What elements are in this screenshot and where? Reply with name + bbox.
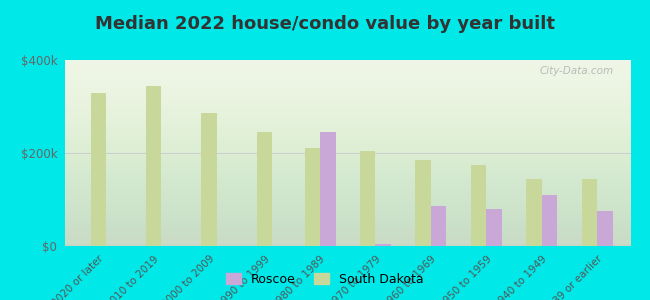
- Bar: [486, 209, 502, 246]
- Bar: [360, 151, 376, 246]
- Bar: [471, 165, 486, 246]
- Bar: [597, 211, 613, 246]
- Bar: [146, 85, 161, 246]
- Text: Median 2022 house/condo value by year built: Median 2022 house/condo value by year bu…: [95, 15, 555, 33]
- Legend: Roscoe, South Dakota: Roscoe, South Dakota: [221, 268, 429, 291]
- Bar: [431, 206, 447, 246]
- Bar: [415, 160, 431, 246]
- Bar: [542, 195, 557, 246]
- Bar: [304, 148, 320, 246]
- Bar: [202, 113, 217, 246]
- Bar: [582, 178, 597, 246]
- Bar: [90, 92, 106, 246]
- Bar: [376, 244, 391, 246]
- Bar: [526, 178, 542, 246]
- Bar: [257, 132, 272, 246]
- Bar: [320, 132, 335, 246]
- Text: City-Data.com: City-Data.com: [540, 66, 614, 76]
